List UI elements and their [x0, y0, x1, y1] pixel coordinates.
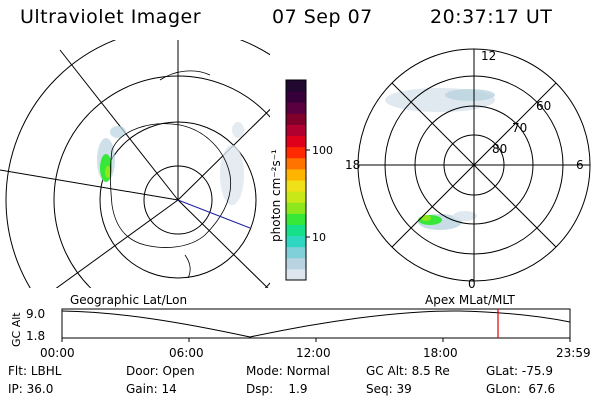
- timeline-xtick-1: 06:00: [169, 346, 204, 360]
- colorbar-segment: [286, 180, 306, 192]
- geo-panel-label: Geographic Lat/Lon: [70, 293, 187, 307]
- geographic-map-panel: [0, 40, 270, 288]
- colorbar-segment: [286, 235, 306, 248]
- status-ip: IP: 36.0: [8, 382, 54, 396]
- colorbar-segment: [286, 191, 306, 203]
- status-dsp: Dsp: 1.9: [246, 382, 308, 396]
- colorbar-segment: [286, 124, 306, 137]
- geo-lat-circle: [5, 40, 270, 288]
- geo-lon-line: [55, 199, 179, 288]
- mag-lat-70: 70: [512, 121, 527, 135]
- mag-panel-label: Apex MLat/MLT: [425, 293, 515, 307]
- timeline-frame: [61, 308, 571, 339]
- colorbar-segment: [286, 168, 306, 181]
- status-glat: GLat: -75.9: [486, 364, 553, 378]
- colorbar-segment: [286, 202, 306, 214]
- time-label: 20:37:17 UT: [430, 6, 553, 28]
- timeline-ytick-top: 9.0: [26, 307, 45, 321]
- colorbar-segment: [286, 91, 306, 103]
- status-gc-alt: GC Alt: 8.5 Re: [366, 364, 450, 378]
- timeline-altitude-curve: [61, 310, 571, 338]
- timeline-axis-label: GC Alt: [10, 312, 23, 347]
- timeline-xtick-0: 00:00: [40, 346, 75, 360]
- mag-meridian: [391, 82, 557, 248]
- geo-lon-line: [59, 49, 179, 201]
- colorbar-segment: [286, 257, 306, 270]
- colorbar-segment: [286, 213, 306, 225]
- colorbar-frame: [285, 79, 307, 281]
- geo-aurora: [97, 122, 244, 205]
- colorbar-segment: [286, 135, 306, 148]
- mag-mlt-6: 6: [576, 158, 584, 172]
- timeline-xtick-4: 23:59: [556, 346, 591, 360]
- instrument-title: Ultraviolet Imager: [20, 6, 202, 28]
- colorbar-segment: [286, 157, 306, 170]
- mag-mlt-18: 18: [345, 158, 360, 172]
- magnetic-polar-panel: [357, 48, 591, 282]
- colorbar-segment: [286, 113, 306, 125]
- timeline-ytick-bottom: 1.8: [26, 329, 45, 343]
- colorbar-tick-10: 10: [312, 231, 326, 244]
- mag-aurora: [385, 88, 495, 230]
- colorbar-segment: [286, 224, 306, 237]
- colorbar-segment: [286, 268, 306, 281]
- status-door: Door: Open: [126, 364, 195, 378]
- status-filter: Flt: LBHL: [8, 364, 62, 378]
- geo-coastline: [110, 123, 232, 248]
- colorbar-segment: [286, 146, 306, 159]
- status-seq: Seq: 39: [366, 382, 412, 396]
- timeline-xtick-2: 12:00: [296, 346, 331, 360]
- colorbar-tick-100: 100: [312, 144, 333, 157]
- status-mode: Mode: Normal: [246, 364, 330, 378]
- status-glon: GLon: 67.6: [486, 382, 556, 396]
- geo-coastline: [184, 254, 191, 279]
- colorbar-unit-label: photon cm⁻²s⁻¹: [269, 149, 283, 242]
- colorbar: [286, 80, 306, 281]
- timeline-xtick-3: 18:00: [423, 346, 458, 360]
- geo-lon-line: [0, 169, 179, 201]
- geo-lon-line: [177, 199, 269, 288]
- geo-lon-line: [177, 108, 270, 201]
- geo-track-line: [177, 199, 251, 229]
- status-gain: Gain: 14: [126, 382, 177, 396]
- mag-lat-80: 80: [492, 142, 507, 156]
- colorbar-segment: [286, 80, 306, 92]
- colorbar-segment: [286, 246, 306, 259]
- date-label: 07 Sep 07: [272, 6, 373, 28]
- colorbar-segment: [286, 102, 306, 114]
- mag-mlt-0: 0: [468, 277, 476, 291]
- mag-mlt-12: 12: [481, 49, 496, 63]
- geo-coastline: [159, 70, 211, 81]
- mag-lat-60: 60: [536, 99, 551, 113]
